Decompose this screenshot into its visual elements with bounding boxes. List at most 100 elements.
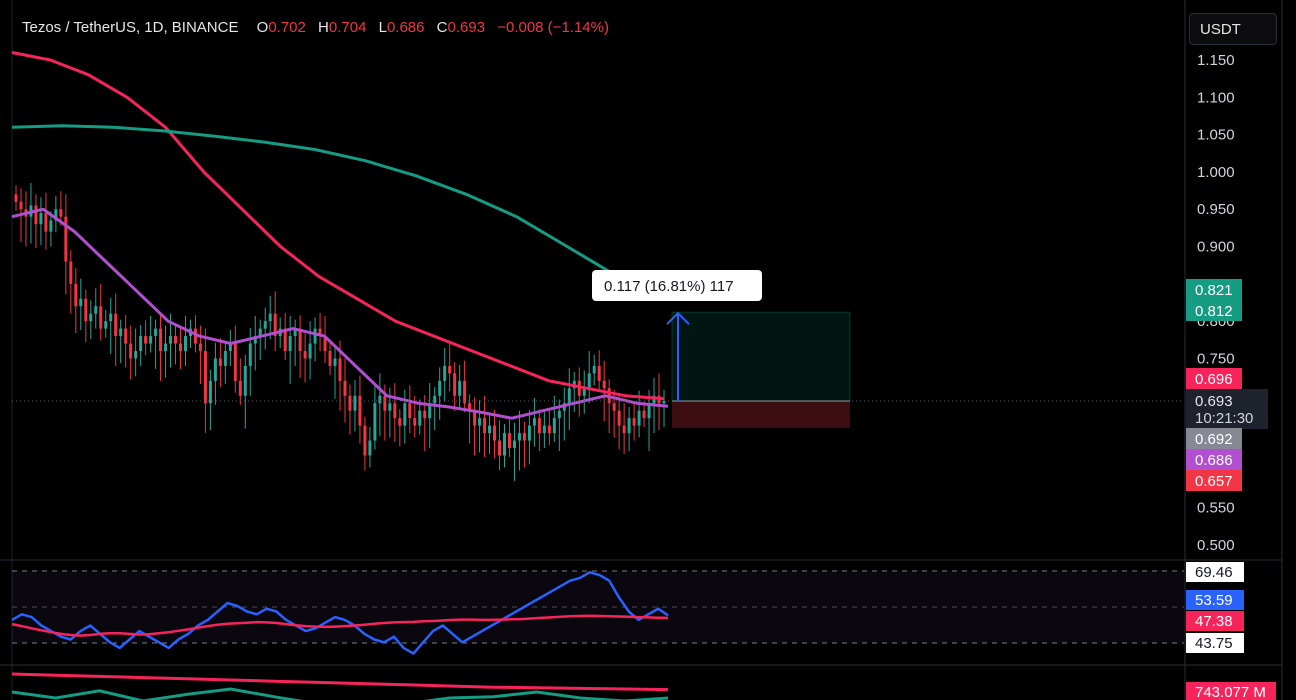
rsi-label: 69.46 bbox=[1195, 564, 1233, 581]
price-label-bg bbox=[1186, 368, 1242, 389]
candle-body bbox=[343, 380, 347, 396]
candle-body bbox=[144, 336, 148, 344]
candle-body bbox=[338, 358, 342, 381]
price-label-bg bbox=[1186, 428, 1242, 449]
candle-body bbox=[547, 425, 551, 434]
candle-body bbox=[617, 410, 621, 426]
candle-body bbox=[473, 410, 477, 426]
currency-button[interactable]: USDT bbox=[1189, 13, 1277, 45]
candle-body bbox=[154, 328, 158, 337]
candle-body bbox=[119, 328, 123, 337]
position-info-text: 0.117 (16.81%) 117 bbox=[604, 278, 734, 295]
candle-body bbox=[383, 395, 387, 411]
candle-body bbox=[39, 212, 43, 225]
candle-body bbox=[238, 380, 242, 396]
candle-body bbox=[19, 201, 23, 210]
candle-body bbox=[557, 410, 561, 419]
candle-body bbox=[378, 395, 382, 404]
high-value: 0.704 bbox=[328, 19, 367, 36]
y-tick-label: 0.500 bbox=[1197, 537, 1235, 554]
candle-body bbox=[268, 313, 272, 322]
candle-body bbox=[527, 425, 531, 441]
price-label: 0.686 bbox=[1195, 452, 1233, 469]
candle-body bbox=[263, 321, 267, 329]
candle-body bbox=[283, 328, 287, 351]
y-tick-label: 1.000 bbox=[1197, 164, 1235, 181]
price-label: 0.696 bbox=[1195, 371, 1233, 388]
position-loss-zone bbox=[672, 400, 850, 428]
volume-label-bg bbox=[1186, 682, 1276, 700]
close-value: 0.693 bbox=[447, 19, 486, 36]
current-price-label-bg bbox=[1186, 389, 1268, 429]
candle-body bbox=[582, 388, 586, 396]
candle-body bbox=[398, 418, 402, 426]
candle-body bbox=[368, 440, 372, 456]
candle-body bbox=[178, 343, 182, 351]
price-label: 0.821 bbox=[1195, 282, 1233, 299]
rsi-label-bg bbox=[1186, 633, 1244, 653]
candle-body bbox=[64, 216, 68, 262]
candle-body bbox=[104, 321, 108, 329]
candle-body bbox=[114, 313, 118, 337]
candle-body bbox=[393, 403, 397, 419]
rsi-label: 47.38 bbox=[1195, 613, 1233, 630]
candle-body bbox=[233, 343, 237, 381]
rsi-label: 43.75 bbox=[1195, 635, 1233, 652]
candle-body bbox=[69, 261, 73, 284]
candle-body bbox=[84, 298, 88, 322]
candle-body bbox=[637, 410, 641, 426]
rsi-label-bg bbox=[1186, 611, 1244, 631]
candle-body bbox=[303, 351, 307, 359]
candle-body bbox=[253, 336, 257, 344]
candle-body bbox=[79, 298, 83, 307]
change-value: −0.008 (−1.14%) bbox=[497, 19, 609, 36]
candle-body bbox=[458, 380, 462, 396]
price-label: 0.812 bbox=[1195, 303, 1233, 320]
candle-body bbox=[453, 373, 457, 396]
candle-body bbox=[54, 209, 58, 221]
symbol-title[interactable]: Tezos / TetherUS, 1D, BINANCE bbox=[22, 19, 239, 36]
current-price-label: 0.693 bbox=[1195, 393, 1233, 410]
candle-body bbox=[228, 343, 232, 351]
candle-body bbox=[353, 395, 357, 411]
y-tick-label: 0.550 bbox=[1197, 500, 1235, 517]
rsi-label-bg bbox=[1186, 590, 1244, 610]
candle-body bbox=[223, 351, 227, 366]
candle-body bbox=[577, 380, 581, 396]
candle-body bbox=[174, 336, 178, 344]
candle-body bbox=[408, 403, 412, 419]
y-tick-label: 1.150 bbox=[1197, 52, 1235, 69]
candle-body bbox=[203, 351, 207, 404]
candle-body bbox=[413, 418, 417, 426]
rsi-band-background bbox=[12, 571, 1184, 643]
price-label-bg bbox=[1186, 300, 1242, 321]
candle-body bbox=[14, 194, 18, 202]
candle-body bbox=[502, 433, 506, 456]
low-label: L bbox=[378, 19, 387, 36]
candle-body bbox=[208, 380, 212, 404]
high-label: H bbox=[318, 19, 329, 36]
candle-body bbox=[632, 418, 636, 426]
candle-body bbox=[89, 313, 93, 322]
candle-body bbox=[169, 336, 173, 344]
rsi-line bbox=[11, 571, 669, 655]
volume-indicator-line bbox=[11, 672, 669, 692]
candle-body bbox=[493, 425, 497, 441]
position-profit-zone bbox=[671, 311, 851, 402]
close-label: C bbox=[436, 19, 448, 36]
candle-body bbox=[124, 328, 128, 344]
candle-body bbox=[403, 403, 407, 426]
rsi-line bbox=[11, 614, 669, 637]
price-label-bg bbox=[1186, 470, 1242, 491]
candle-body bbox=[358, 395, 362, 426]
rsi-label-bg bbox=[1186, 562, 1244, 582]
candle-body bbox=[248, 343, 252, 366]
candle-body bbox=[109, 313, 113, 322]
price-label: 0.657 bbox=[1195, 473, 1233, 490]
candle-body bbox=[308, 343, 312, 359]
candle-body bbox=[139, 336, 143, 351]
candle-body bbox=[662, 400, 666, 404]
y-tick-label: 1.100 bbox=[1197, 89, 1235, 106]
